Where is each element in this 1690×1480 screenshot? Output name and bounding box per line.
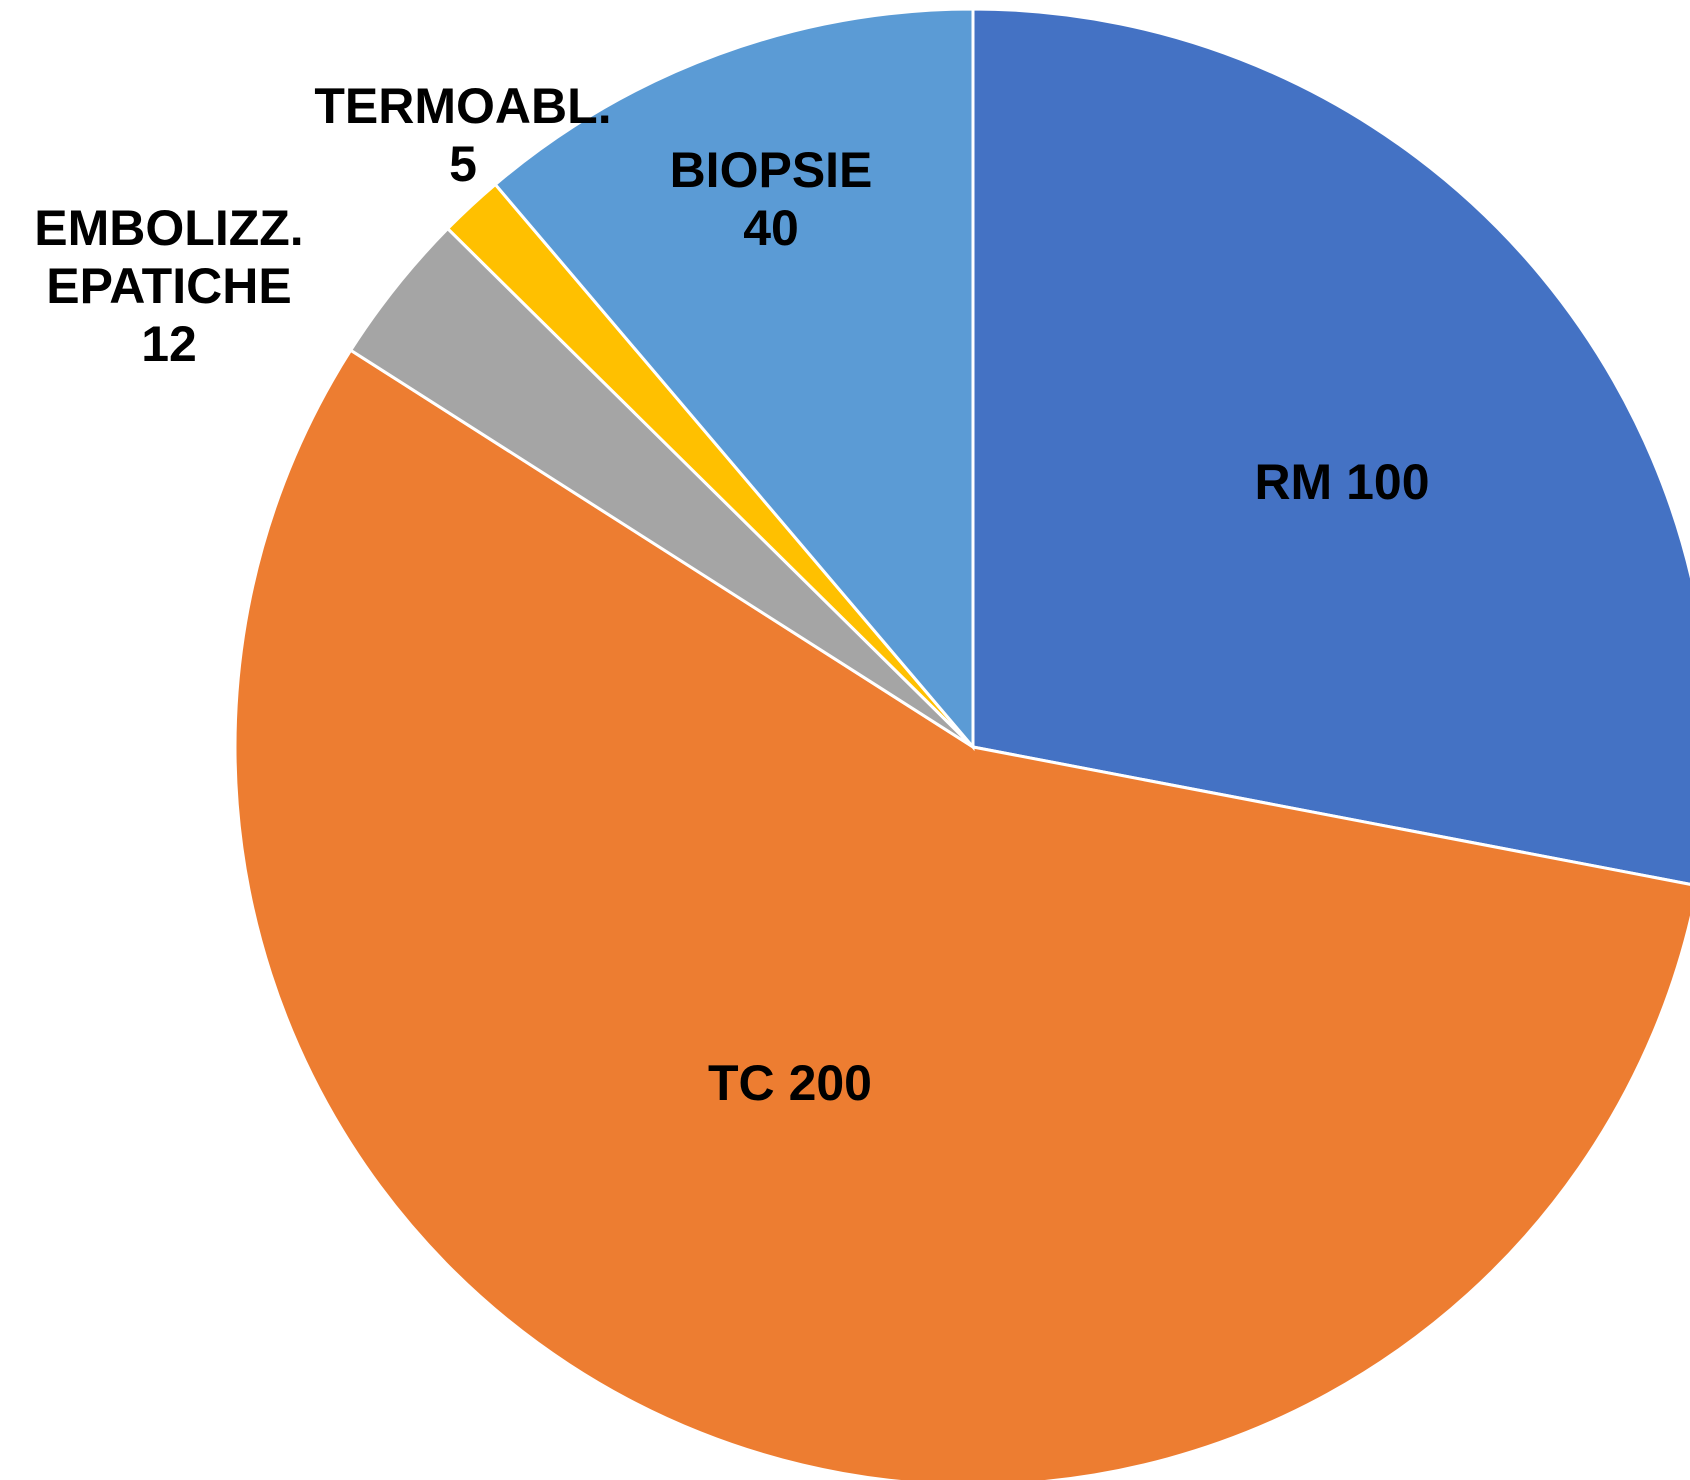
data-label: TC 200 [590, 1054, 990, 1112]
slice-value: 40 [743, 200, 799, 256]
slice-value: 12 [141, 316, 197, 372]
slice-value: 100 [1346, 454, 1430, 510]
slice-category: RM [1254, 454, 1333, 510]
slice-category: BIOPSIE [669, 142, 873, 198]
data-label: EMBOLIZZ. EPATICHE 12 [19, 199, 319, 373]
data-label: BIOPSIE 40 [601, 141, 941, 257]
pie-slice [971, 7, 1690, 886]
slice-category: EMBOLIZZ. EPATICHE [34, 200, 304, 314]
slice-value: 5 [449, 136, 477, 192]
data-label: RM 100 [1142, 453, 1542, 511]
data-label: TERMOABL. 5 [293, 77, 633, 193]
slice-category: TERMOABL. [314, 78, 612, 134]
slice-category: TC [708, 1055, 775, 1111]
pie-slice [233, 348, 1690, 1480]
slice-value: 200 [788, 1055, 872, 1111]
pie-slice [493, 7, 975, 752]
